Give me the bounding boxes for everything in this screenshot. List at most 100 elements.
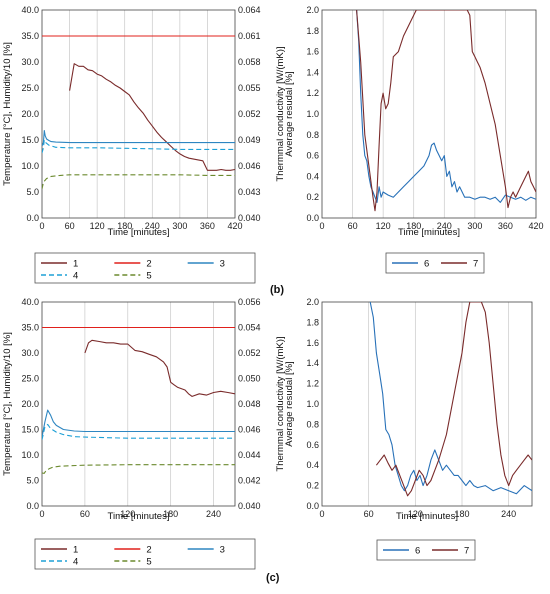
legend-label-5: 5 xyxy=(146,557,151,568)
plot-area xyxy=(321,9,537,219)
y-tick-label: 25.0 xyxy=(21,374,39,384)
x-tick-label: 360 xyxy=(498,221,513,231)
plot-area xyxy=(41,301,236,507)
x-tick-label: 240 xyxy=(437,221,452,231)
legend-label-4: 4 xyxy=(73,271,78,282)
legend-label-2: 2 xyxy=(146,259,151,270)
y-tick-label: 0.0 xyxy=(26,501,39,511)
y2-axis-label: Thermmal conductivity [W/(mK)] xyxy=(275,336,286,471)
x-axis-label: Time [minutes] xyxy=(108,511,170,522)
y-tick-label: 0.2 xyxy=(306,192,319,202)
caption-c: (c) xyxy=(266,572,280,584)
y2-tick-label: 0.052 xyxy=(238,109,261,119)
series-line-5 xyxy=(42,174,235,190)
y-tick-label: 1.8 xyxy=(306,317,319,327)
y-tick-label: 0.0 xyxy=(306,501,319,511)
y-tick-label: 0.4 xyxy=(306,171,319,181)
legend-label-6: 6 xyxy=(424,259,429,270)
x-tick-label: 180 xyxy=(117,221,132,231)
legend-box xyxy=(34,538,256,570)
series-line-3 xyxy=(42,130,235,147)
y-tick-label: 0.8 xyxy=(306,130,319,140)
y-tick-label: 1.4 xyxy=(306,358,319,368)
caption-b: (b) xyxy=(270,284,284,296)
y-tick-label: 10.0 xyxy=(21,450,39,460)
legend-label-4: 4 xyxy=(73,557,78,568)
series-line-7 xyxy=(356,10,536,212)
y-tick-label: 35.0 xyxy=(21,323,39,333)
x-tick-label: 420 xyxy=(528,221,543,231)
x-tick-label: 120 xyxy=(408,509,423,519)
y-tick-label: 20.0 xyxy=(21,109,39,119)
y2-tick-label: 0.052 xyxy=(238,348,261,358)
y2-tick-label: 0.050 xyxy=(238,374,261,384)
series-line-6 xyxy=(356,10,536,203)
legend-label-6: 6 xyxy=(415,546,420,557)
legend-label-5: 5 xyxy=(146,271,151,282)
series-line-1 xyxy=(69,63,235,171)
legend: 1 2 3 4 5 xyxy=(34,252,256,284)
y2-tick-label: 0.044 xyxy=(238,450,261,460)
y-tick-label: 1.2 xyxy=(306,88,319,98)
x-tick-label: 300 xyxy=(467,221,482,231)
y-tick-label: 15.0 xyxy=(21,135,39,145)
y-axis-label: Temperature [°C], Humidity/10 [%] xyxy=(2,42,13,186)
y2-tick-label: 0.061 xyxy=(238,31,261,41)
series-line-7 xyxy=(375,302,532,497)
x-axis-label: Time [minutes] xyxy=(398,227,460,238)
legend-label-7: 7 xyxy=(464,546,469,557)
y-axis-label: Temperature [°C], Humidity/10 [%] xyxy=(2,332,13,476)
y-tick-label: 15.0 xyxy=(21,425,39,435)
y-tick-label: 0.6 xyxy=(306,151,319,161)
plot-area xyxy=(41,9,236,219)
x-tick-label: 300 xyxy=(172,221,187,231)
y-tick-label: 1.4 xyxy=(306,67,319,77)
y2-tick-label: 0.064 xyxy=(238,5,261,15)
legend-label-1: 1 xyxy=(73,259,78,270)
y-tick-label: 2.0 xyxy=(306,5,319,15)
y-tick-label: 25.0 xyxy=(21,83,39,93)
y-tick-label: 1.6 xyxy=(306,47,319,57)
y-tick-label: 35.0 xyxy=(21,31,39,41)
y-tick-label: 1.2 xyxy=(306,379,319,389)
y-axis-label: Average resudal [%] xyxy=(284,361,295,446)
y-tick-label: 0.8 xyxy=(306,419,319,429)
chart-c-left: 0 60 120 180 2400.05.010.015.020.025.030.035… xyxy=(2,297,286,570)
y2-tick-label: 0.055 xyxy=(238,83,261,93)
x-tick-label: 360 xyxy=(200,221,215,231)
x-axis-label: Time [minutes] xyxy=(108,227,170,238)
x-tick-label: 120 xyxy=(90,221,105,231)
x-tick-label: 60 xyxy=(65,221,75,231)
y-tick-label: 0.2 xyxy=(306,481,319,491)
series-line-1 xyxy=(84,339,235,397)
legend-label-7: 7 xyxy=(473,259,478,270)
chart-b-left: 0 60 120 180 240 300 360 420 0.0 5.0 10.0 15.0 20.0 2… xyxy=(2,5,286,284)
y-tick-label: 0.4 xyxy=(306,460,319,470)
x-tick-label: 180 xyxy=(454,509,469,519)
chart-c-right: 0 60 120 180 240 0.0 0.2 0.4 0.6 0.8 1.0 1.2 1.4 1.6 1… xyxy=(284,297,533,561)
x-tick-label: 0 xyxy=(319,509,324,519)
y-tick-label: 20.0 xyxy=(21,399,39,409)
x-tick-label: 0 xyxy=(39,509,44,519)
y2-tick-label: 0.040 xyxy=(238,213,261,223)
y-axis-label: Average resudal [%] xyxy=(284,71,295,156)
y2-tick-label: 0.046 xyxy=(238,425,261,435)
legend-box xyxy=(385,252,485,274)
y-tick-label: 40.0 xyxy=(21,5,39,15)
legend: 1 2 3 4 5 xyxy=(34,538,256,570)
x-tick-label: 60 xyxy=(80,509,90,519)
series-line-4 xyxy=(42,423,235,440)
series-line-4 xyxy=(42,139,235,154)
y-tick-label: 1.6 xyxy=(306,338,319,348)
y2-tick-label: 0.049 xyxy=(238,135,261,145)
y2-tick-label: 0.054 xyxy=(238,323,261,333)
y-tick-label: 0.0 xyxy=(306,213,319,223)
legend-label-2: 2 xyxy=(146,545,151,556)
y-tick-label: 5.0 xyxy=(26,187,39,197)
legend-label-1: 1 xyxy=(73,545,78,556)
y2-tick-label: 0.056 xyxy=(238,297,261,307)
y2-tick-label: 0.043 xyxy=(238,187,261,197)
y-tick-label: 1.0 xyxy=(306,399,319,409)
y-tick-label: 10.0 xyxy=(21,161,39,171)
